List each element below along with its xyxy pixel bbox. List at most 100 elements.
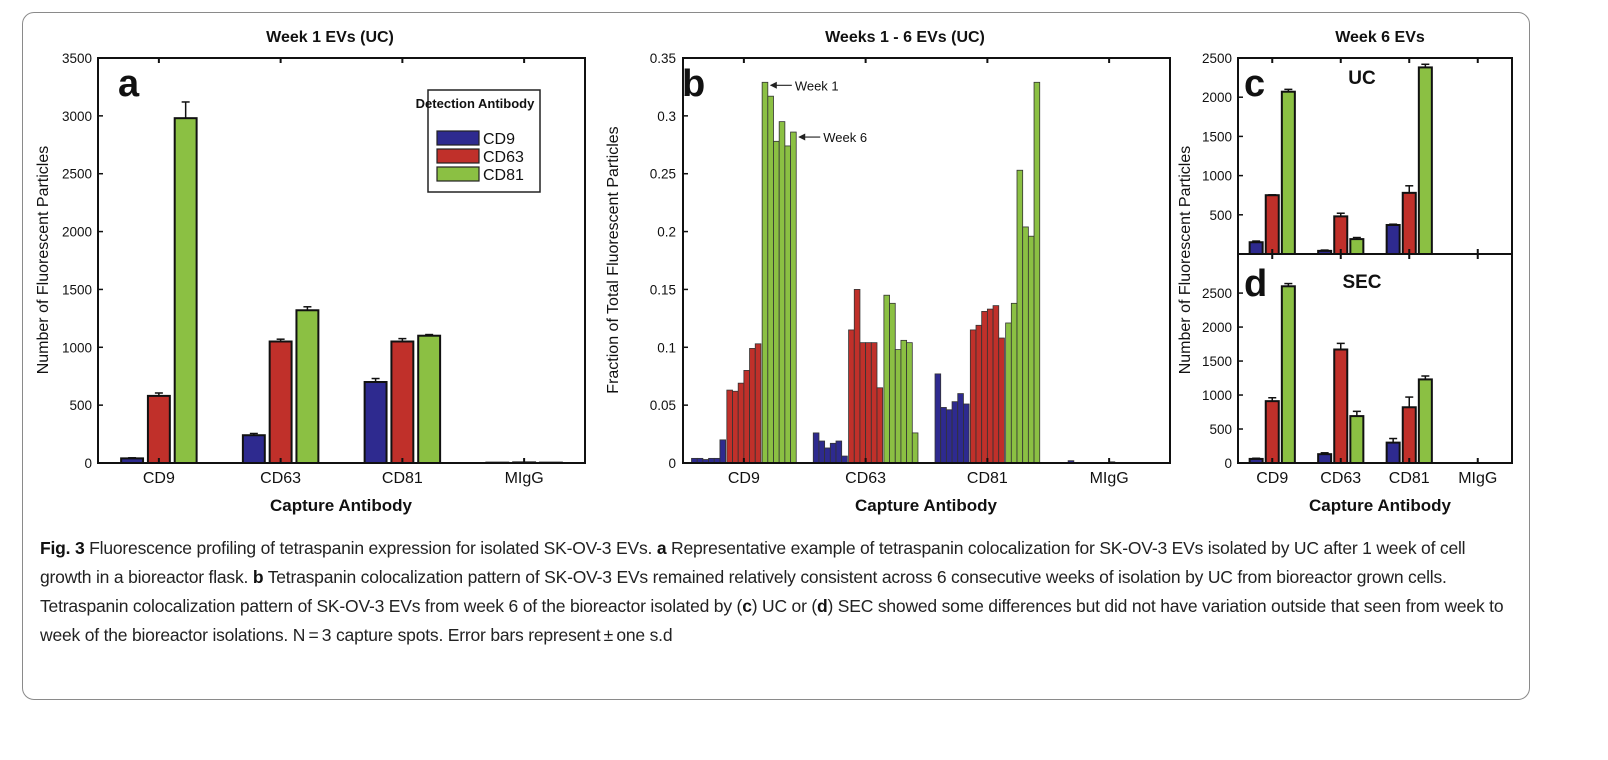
bar-CD63-CD9: [241, 434, 266, 465]
y-tick-label: 1000: [1202, 169, 1232, 184]
y-tick-label: 0: [1224, 456, 1232, 471]
bar-CD9-CD81-week1: [761, 81, 769, 464]
bar-CD63-CD63-week5: [870, 342, 878, 464]
y-tick-label: 2000: [1202, 90, 1232, 105]
y-axis-title: Number of Fluorescent Particles: [35, 146, 52, 375]
bar-CD63-CD81-week2: [889, 302, 896, 464]
bar-CD81-CD81: [417, 334, 442, 465]
bar-CD63-CD9-week3: [824, 447, 831, 464]
bar-CD63-CD63-week3: [859, 342, 867, 464]
bar-CD63-CD63-week2: [853, 289, 861, 464]
x-tick-label: MIgG: [1458, 470, 1497, 487]
y-tick-label: 3000: [62, 109, 92, 124]
bar-CD81-CD9-week1: [934, 373, 942, 464]
bar-CD63-CD9: [1317, 453, 1333, 464]
bar-CD9-CD81: [173, 117, 198, 465]
y-tick-label: 0.2: [657, 225, 676, 240]
plot-area-border: [682, 57, 1171, 464]
x-axis-title: Capture Antibody: [855, 496, 998, 515]
y-tick-label: 0.25: [650, 167, 676, 182]
bar-CD63-CD81-week6: [911, 432, 919, 464]
x-tick-label: CD9: [728, 470, 760, 487]
bar-CD81-CD63-week6: [998, 337, 1005, 464]
y-tick-label: 2500: [62, 167, 92, 182]
y-tick-label: 2000: [62, 225, 92, 240]
panel-letter-a: a: [118, 63, 140, 105]
y-tick-label: 0.05: [650, 398, 676, 413]
legend-label: CD81: [483, 167, 524, 184]
bar-CD63-CD9-week5: [835, 440, 843, 464]
y-tick-label: 500: [1209, 422, 1232, 437]
bar-CD81-CD63: [1401, 191, 1417, 256]
caption-text-run: Representative example of tetraspanin co…: [40, 538, 1466, 587]
bar-CD9-CD63-week6: [754, 343, 762, 464]
y-tick-label: 1500: [1202, 129, 1232, 144]
bar-CD81-CD81-week6: [1033, 81, 1041, 464]
arrow-head-icon: [769, 81, 777, 89]
bar-CD63-CD9-week2: [818, 440, 826, 464]
bar-CD63-CD63: [268, 340, 293, 464]
panel-d: CD9 CD63 CD81 MIgG 0 500 1000 1500 2000 2500 SEC Ca…: [1202, 253, 1513, 515]
caption-text-run: Fluorescence profiling of tetraspanin ex…: [84, 538, 657, 558]
panel-subtitle: SEC: [1342, 272, 1381, 293]
panel-a: CD9 CD63 CD81 MIgG0500100015002000250030003…: [35, 29, 586, 515]
panel-title: Weeks 1 - 6 EVs (UC): [825, 29, 985, 46]
y-tick-label: 1500: [62, 282, 92, 297]
y-tick-label: 0.3: [657, 109, 676, 124]
x-tick-label: CD63: [1320, 470, 1361, 487]
annotation-label: Week 6: [823, 130, 867, 145]
y-tick-label: 0.35: [650, 51, 676, 66]
bar-CD9-CD81-week4: [778, 121, 786, 464]
bar-CD81-CD81: [1417, 378, 1433, 464]
bar-CD9-CD63-week3: [737, 382, 745, 464]
arrow-head-icon: [798, 133, 806, 141]
caption-bold-run: d: [817, 596, 828, 616]
x-tick-label: CD63: [845, 470, 886, 487]
bar-CD81-CD81-week3: [1016, 169, 1024, 464]
legend-title: Detection Antibody: [416, 96, 535, 111]
bar-CD81-CD81-week4: [1022, 226, 1029, 464]
bar-CD81-CD9-week4: [951, 401, 959, 464]
bar-CD81-CD81-week2: [1010, 302, 1018, 464]
legend-label: CD63: [483, 149, 524, 166]
x-tick-label: CD81: [967, 470, 1008, 487]
caption-bold-run: a: [656, 538, 667, 558]
caption-text-run: ) SEC showed some differences but did no…: [40, 596, 1504, 645]
x-tick-label: CD9: [1256, 470, 1288, 487]
y-tick-label: 500: [1209, 208, 1232, 223]
y-tick-label: 3500: [62, 51, 92, 66]
bar-CD81-CD63-week5: [992, 305, 1000, 464]
bar-CD9-CD9: [1248, 241, 1264, 256]
y-tick-label: 500: [69, 398, 92, 413]
y-tick-label: 2500: [1202, 51, 1232, 66]
bar-CD81-CD63-week3: [981, 311, 988, 464]
legend-label: CD9: [483, 131, 515, 148]
figure-caption: Fig. 3 Fluorescence profiling of tetrasp…: [40, 534, 1520, 650]
legend-swatch-CD9: [436, 130, 480, 146]
bar-CD81-CD81-week1: [1005, 322, 1012, 464]
legend-swatch-CD81: [436, 166, 480, 182]
y-axis-title: Fraction of Total Fluorescent Particles: [605, 126, 622, 393]
x-tick-label: CD9: [143, 470, 175, 487]
bar-CD81-CD81-week5: [1027, 235, 1035, 464]
bar-CD81-CD9: [363, 381, 388, 464]
x-axis-title: Capture Antibody: [270, 496, 413, 515]
y-tick-label: 2500: [1202, 286, 1232, 301]
y-tick-label: 0.1: [657, 340, 676, 355]
x-axis-title: Capture Antibody: [1309, 496, 1452, 515]
bar-CD63-CD81-week5: [906, 342, 913, 464]
panel-b: CD9 CD63 CD81 MIgG 0 0.05 0.1 0.15 0.2 0.25 0.3 0.3…: [605, 29, 1171, 515]
bar-CD9-CD63-week4: [743, 370, 750, 464]
caption-bold-run: b: [252, 567, 264, 587]
bar-CD81-CD63: [1401, 406, 1417, 464]
bar-CD63-CD81: [1349, 415, 1365, 465]
bar-CD63-CD9-week6: [841, 455, 848, 464]
bar-CD9-CD63-week5: [749, 348, 756, 464]
bar-CD9-CD81-week2: [767, 95, 774, 464]
y-tick-label: 0: [84, 456, 92, 471]
bar-CD63-CD63-week6: [876, 387, 884, 464]
bar-CD9-CD9-week6: [719, 439, 727, 464]
bar-CD63-CD63: [1333, 348, 1349, 465]
x-tick-label: MIgG: [505, 470, 544, 487]
